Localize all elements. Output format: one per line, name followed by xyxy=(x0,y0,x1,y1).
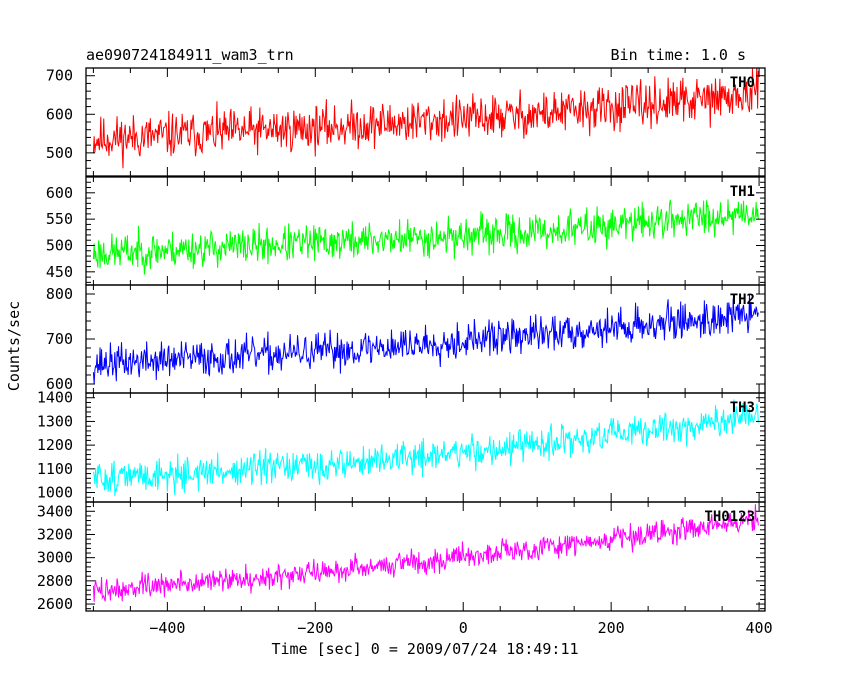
series-label-th1: TH1 xyxy=(730,184,755,200)
panel-th3: 1000 1100 1200 1300 1400 TH3 xyxy=(37,389,766,503)
y-tick-label-th1: 550 xyxy=(46,210,73,228)
y-tick-label-th0: 500 xyxy=(46,144,73,162)
series-label-th3: TH3 xyxy=(730,400,755,416)
series-line-th3 xyxy=(92,399,759,496)
series-line-th1 xyxy=(92,199,759,275)
y-tick-label-th0123: 2600 xyxy=(37,595,73,613)
x-tick-label: −400 xyxy=(149,619,185,637)
chart-title: ae090724184911_wam3_trn xyxy=(86,46,294,64)
series-line-th0123 xyxy=(92,504,759,602)
panel-th1: 450 500 550 600 TH1 xyxy=(46,176,766,286)
y-tick-label-th1: 500 xyxy=(46,236,73,254)
x-axis-label: Time [sec] 0 = 2009/07/24 18:49:11 xyxy=(271,640,579,658)
y-axis-label: Counts/sec xyxy=(5,300,23,392)
y-tick-label-th0123: 3000 xyxy=(37,549,73,567)
y-tick-label-th2: 700 xyxy=(46,330,73,348)
series-line-th0 xyxy=(92,68,759,169)
y-tick-label-th0123: 3200 xyxy=(37,525,73,543)
x-tick-label: 400 xyxy=(746,619,773,637)
panel-frame-th0123 xyxy=(85,501,766,612)
panel-frame-th3 xyxy=(85,392,766,503)
panel-frame-th1 xyxy=(85,176,766,286)
y-tick-label-th0: 600 xyxy=(46,105,73,123)
y-tick-label-th1: 450 xyxy=(46,263,73,281)
y-tick-label-th0123: 2800 xyxy=(37,572,73,590)
y-tick-label-th3: 1300 xyxy=(37,412,73,430)
bin-time-label: Bin time: 1.0 s xyxy=(610,46,746,64)
y-tick-label-th1: 600 xyxy=(46,184,73,202)
x-tick-label: 200 xyxy=(598,619,625,637)
y-tick-label-th0: 700 xyxy=(46,67,73,85)
y-tick-label-th3: 1200 xyxy=(37,436,73,454)
series-label-th0: TH0 xyxy=(730,75,755,91)
y-tick-label-th0123: 3400 xyxy=(37,502,73,520)
y-tick-label-th3: 1000 xyxy=(37,484,73,502)
y-tick-label-th2: 600 xyxy=(46,375,73,393)
y-tick-label-th3: 1400 xyxy=(37,389,73,407)
series-line-th2 xyxy=(92,294,759,385)
y-tick-label-th3: 1100 xyxy=(37,460,73,478)
series-label-th0123: TH0123 xyxy=(704,509,755,525)
panel-th0123: 2600 2800 3000 3200 3400 TH0123 xyxy=(37,501,766,613)
series-label-th2: TH2 xyxy=(730,292,755,308)
x-tick-label: −200 xyxy=(297,619,333,637)
x-tick-label: 0 xyxy=(459,619,468,637)
panel-th2: 600 700 800 TH2 xyxy=(46,284,766,394)
panel-th0: 500 600 700 TH0 xyxy=(46,67,766,177)
y-tick-label-th2: 800 xyxy=(46,285,73,303)
